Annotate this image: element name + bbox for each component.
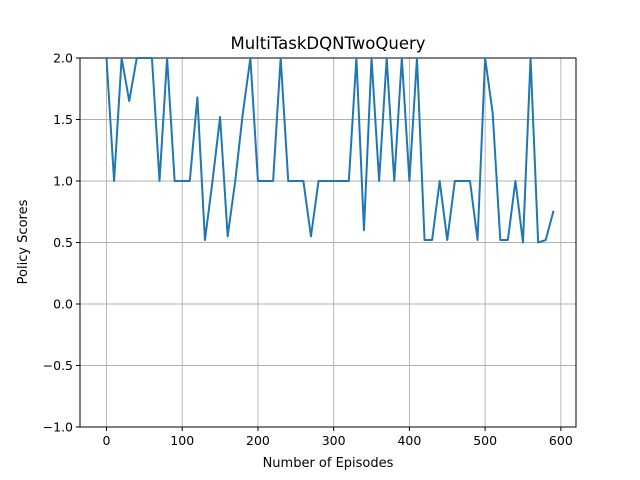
x-axis-label: Number of Episodes [263,456,394,471]
y-axis-label: Policy Scores [16,199,31,284]
chart-title: MultiTaskDQNTwoQuery [230,34,425,53]
y-tick-label: 0.0 [53,297,73,312]
x-tick-label: 0 [103,433,111,448]
x-tick-label: 400 [397,433,421,448]
series-line [105,56,555,244]
y-tick-label: 2.0 [53,51,73,66]
x-tick-label: 600 [549,433,573,448]
y-tick-label: 1.0 [53,174,73,189]
y-tick-label: −1.0 [43,420,73,435]
y-tick-label: 0.5 [53,235,73,250]
x-tick-label: 500 [473,433,497,448]
y-tick-label: 1.5 [53,112,73,127]
series-group [105,56,555,244]
y-tick-label: −0.5 [43,358,73,373]
x-tick-label: 100 [170,433,194,448]
x-tick-label: 200 [246,433,270,448]
axis-ticks: 0 100 200 300 400 500 600 −1.0 −0.5 0.0 0.5 1.0 1.5 2… [43,51,573,449]
plot-frame [79,57,577,428]
x-tick-label: 300 [322,433,346,448]
